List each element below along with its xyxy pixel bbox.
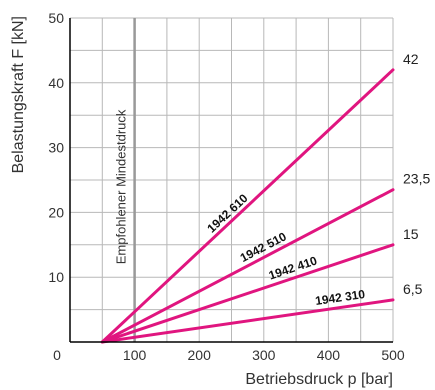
y-tick-label: 10 <box>48 269 64 285</box>
x-tick-label: 100 <box>123 347 147 363</box>
y-tick-label: 20 <box>48 204 64 220</box>
series-line-1942-610 <box>100 68 395 344</box>
series-end-value: 6,5 <box>403 281 423 297</box>
x-tick-label: 300 <box>252 347 276 363</box>
y-axis-title: Belastungskraft F [kN] <box>10 16 27 173</box>
annotation-group: Empfohlener Mindestdruck <box>114 18 136 342</box>
tick-labels: 0 100 200 300 400 500 10 20 30 40 50 <box>48 10 404 363</box>
x-tick-label: 400 <box>317 347 341 363</box>
y-tick-label: 50 <box>48 10 64 26</box>
axes <box>69 18 393 343</box>
x-axis-title: Betriebsdruck p [bar] <box>245 371 393 388</box>
series-end-value: 23,5 <box>403 171 430 187</box>
x-tick-label: 500 <box>381 347 405 363</box>
grid <box>70 17 394 342</box>
series-line-1942-410 <box>100 243 395 344</box>
series-line-1942-510 <box>100 188 395 344</box>
x-tick-label: 200 <box>188 347 212 363</box>
y-tick-label: 30 <box>48 140 64 156</box>
series-line-1942-310 <box>100 298 395 344</box>
y-tick-label: 40 <box>48 75 64 91</box>
series-end-value: 42 <box>403 51 419 67</box>
series-label-1942-610: 1942 610 <box>204 191 250 236</box>
series-end-value: 15 <box>403 226 419 242</box>
x-tick-label: 0 <box>53 347 61 363</box>
recommended-min-pressure-label: Empfohlener Mindestdruck <box>114 109 129 264</box>
